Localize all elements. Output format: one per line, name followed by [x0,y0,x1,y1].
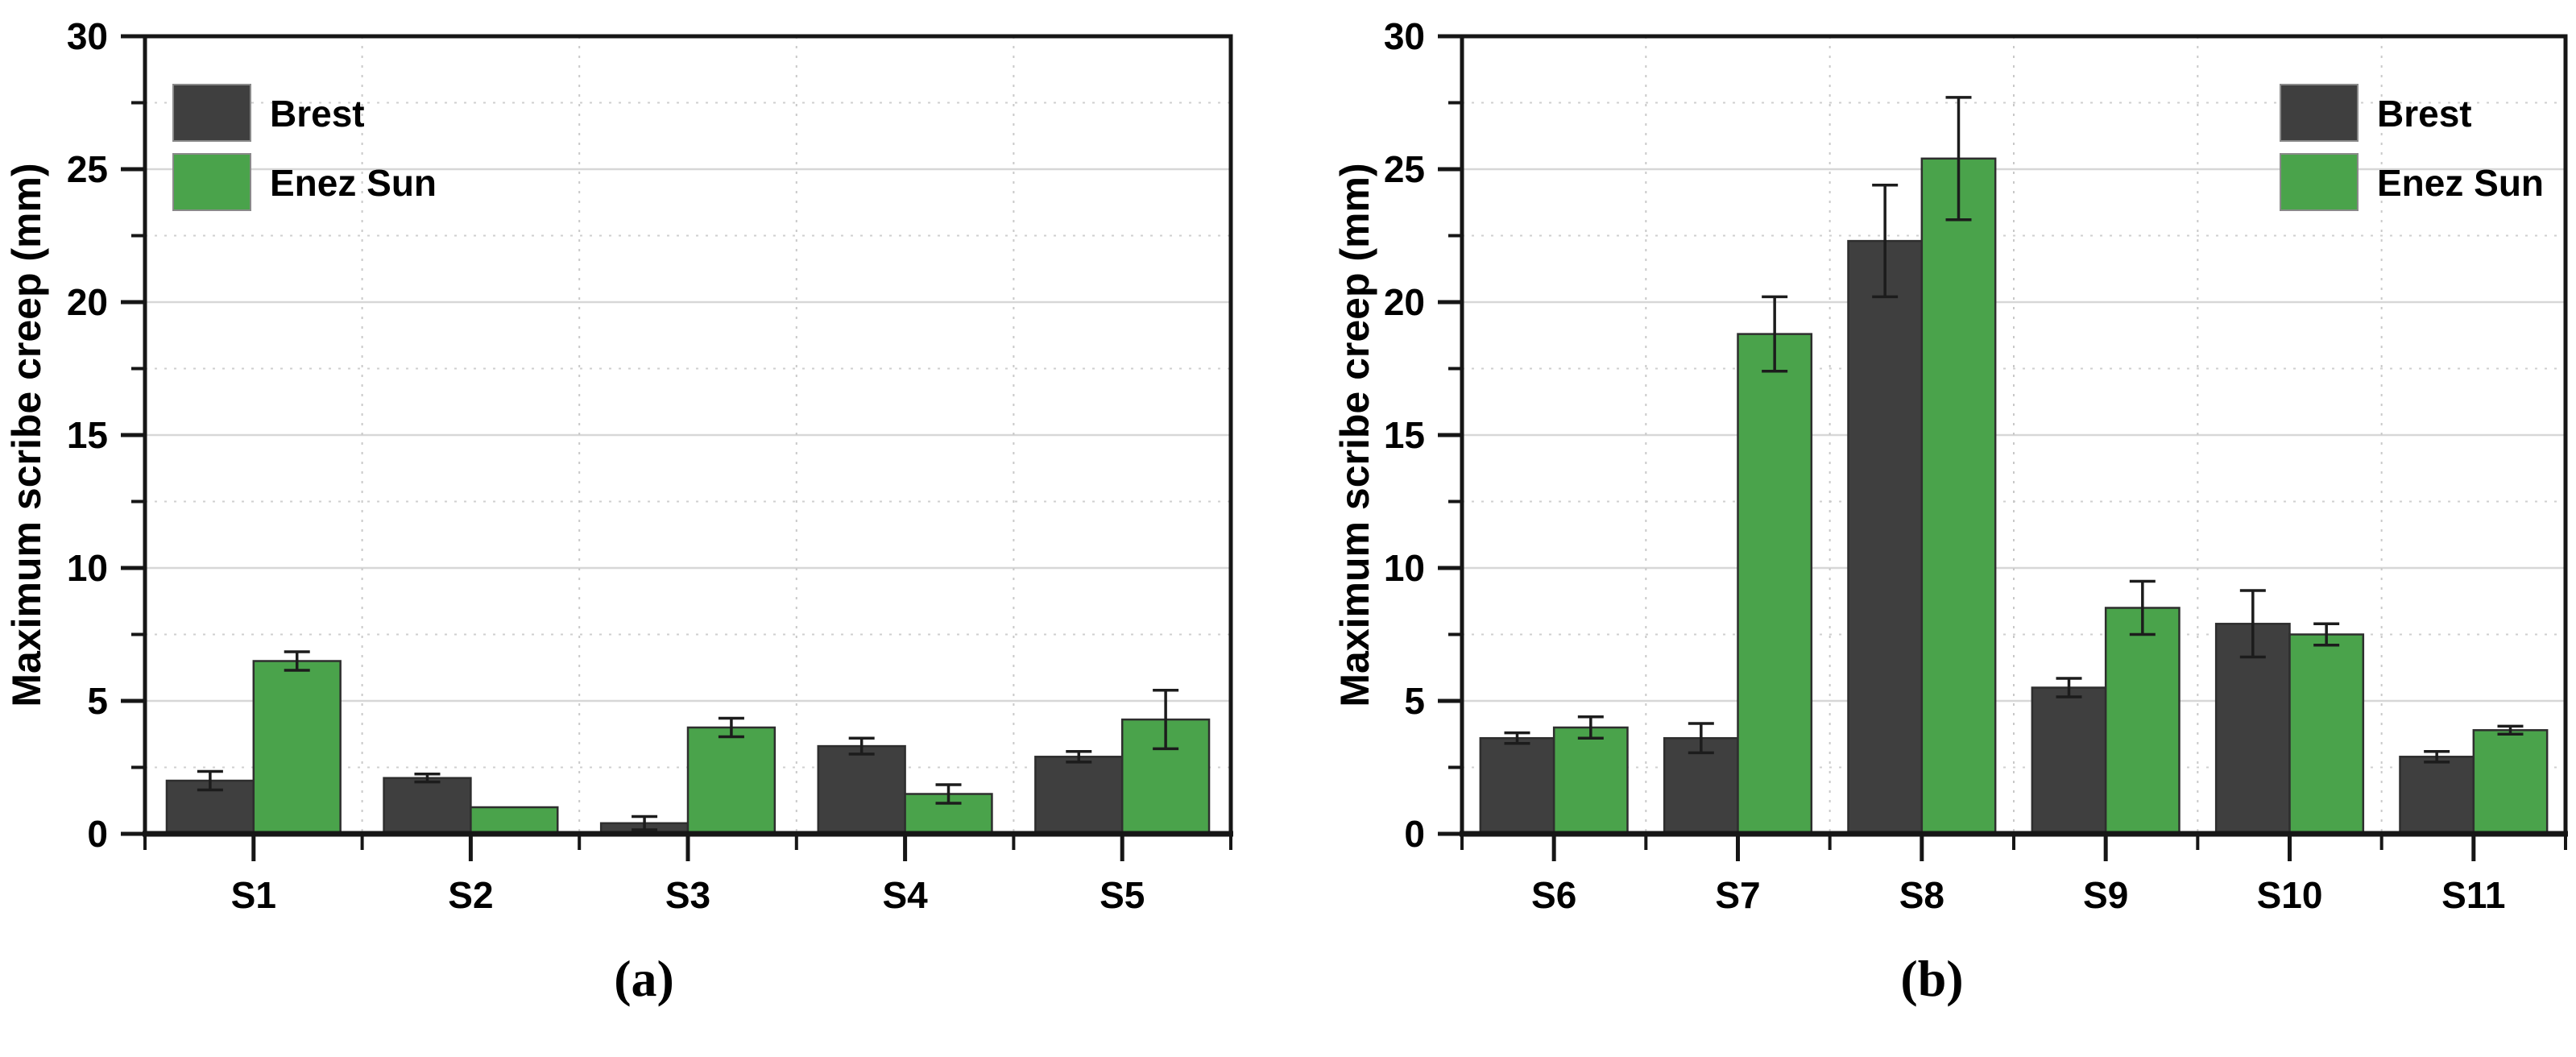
x-tick-label: S4 [882,874,928,916]
chart-b-panel: 0 5 10 15 20 25 30 S6 S7 S8 S9 S10 S11 Maximum scribe… [1288,0,2576,1057]
bar-S8-brest [1847,239,1924,835]
chart-a-panel: 0 5 10 15 20 25 30 S1 S2 S3 S4 S5 Maximum scribe cre… [4,15,1233,1007]
bar-S3-enez-sun [686,726,777,835]
bar-S11-brest [2399,756,2475,835]
bar-S1-enez-sun [252,660,342,835]
bar-S10-enez-sun [2288,633,2365,835]
legend-swatch-brest [172,84,251,142]
x-tick-label: S8 [1899,874,1944,916]
y-axis-title: Maximum scribe creep (mm) [4,163,49,707]
legend-swatch-enez-sun [2280,153,2359,211]
legend-swatch-brest [2280,84,2359,142]
bar-S2-enez-sun [470,806,559,835]
y-axis-title: Maximum scribe creep (mm) [1332,163,1377,707]
y-tick-label: 25 [1384,148,1425,190]
legend-label-brest: Brest [2377,93,2472,135]
x-tick-label: S11 [2441,874,2505,916]
x-tick-label: S1 [231,874,276,916]
y-tick-label: 25 [67,148,108,190]
x-tick-label: S5 [1100,874,1145,916]
bar-S9-enez-sun [2104,607,2180,835]
legend-swatch-enez-sun [172,153,251,211]
chart-a-caption: (a) [614,950,674,1007]
bar-S6-enez-sun [1552,726,1629,835]
x-tick-label: S9 [2083,874,2128,916]
chart-b-canvas: 0 5 10 15 20 25 30 S6 S7 S8 S9 S10 S11 Maximum scribe… [1332,15,2568,916]
x-tick-label: S6 [1531,874,1576,916]
y-tick-label: 20 [1384,281,1425,323]
y-tick-label: 0 [87,813,108,855]
legend-label-brest: Brest [270,93,365,135]
bar-S2-brest [383,777,472,835]
y-tick-label: 10 [1384,547,1425,589]
y-tick-label: 30 [67,15,108,57]
y-tick-label: 15 [67,414,108,456]
x-tick-label: S2 [448,874,493,916]
y-tick-label: 10 [67,547,108,589]
y-tick-label: 15 [1384,414,1425,456]
y-tick-label: 5 [1404,680,1425,722]
bar-S6-brest [1479,736,1555,835]
bar-S8-enez-sun [1920,157,1997,835]
chart-a-canvas: 0 5 10 15 20 25 30 S1 S2 S3 S4 S5 Maximum scribe cre… [4,15,1233,916]
chart-b-caption: (b) [1900,950,1964,1007]
legend-label-enez-sun: Enez Sun [270,162,437,204]
bar-S5-brest [1034,756,1124,835]
bar-S7-enez-sun [1737,333,1813,835]
x-tick-label: S7 [1715,874,1760,916]
y-tick-label: 20 [67,281,108,323]
y-tick-label: 5 [87,680,108,722]
legend-label-enez-sun: Enez Sun [2377,162,2544,204]
bar-S4-brest [817,744,906,835]
y-tick-label: 0 [1404,813,1425,855]
x-tick-label: S3 [665,874,710,916]
bar-S11-enez-sun [2472,729,2549,835]
y-tick-label: 30 [1384,15,1425,57]
x-tick-label: S10 [2257,874,2323,916]
bar-S9-brest [2031,686,2107,835]
